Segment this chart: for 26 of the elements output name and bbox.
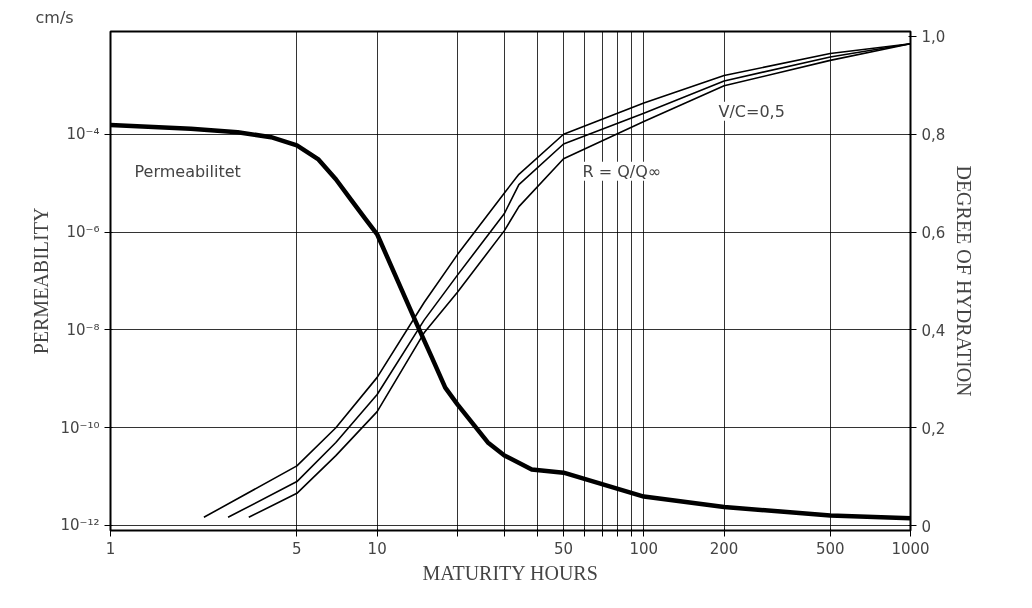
y2-axis-title: DEGREE OF HYDRATION [953,165,976,397]
x-axis-title: MATURITY HOURS [422,561,598,584]
x-tick-label: 10 [367,539,387,558]
x-tick-label: 5 [292,539,302,558]
annotation: Permeabilitet [134,161,241,181]
annotation: R = Q/Q∞ [582,161,662,181]
y2-tick-label: 0,4 [921,321,946,340]
x-tick-label: 200 [709,539,739,558]
y2-tick-label: 0,6 [921,224,946,243]
x-tick-label: 1 [105,539,116,558]
y-tick-label: 10⁻¹⁰ [60,418,100,437]
x-tick-label: 1000 [891,539,930,558]
y2-tick-label: 0 [921,517,932,536]
y-tick-label: 10⁻⁸ [66,320,100,339]
y2-tick-label: 0,2 [921,419,946,438]
y-axis-title: PERMEABILITY [30,207,53,355]
x-tick-label: 50 [554,539,574,558]
y-tick-label: 10⁻¹² [60,516,100,535]
y2-tick-label: 0,8 [921,126,946,145]
x-tick-label: 500 [815,539,845,558]
x-tick-label: 100 [629,539,659,558]
annotation: V/C=0,5 [718,101,785,121]
y2-tick-label: 1,0 [921,28,946,47]
y-tick-label: 10⁻⁴ [66,125,100,144]
text: cm/s [35,7,74,27]
y-tick-label: 10⁻⁶ [66,223,100,242]
